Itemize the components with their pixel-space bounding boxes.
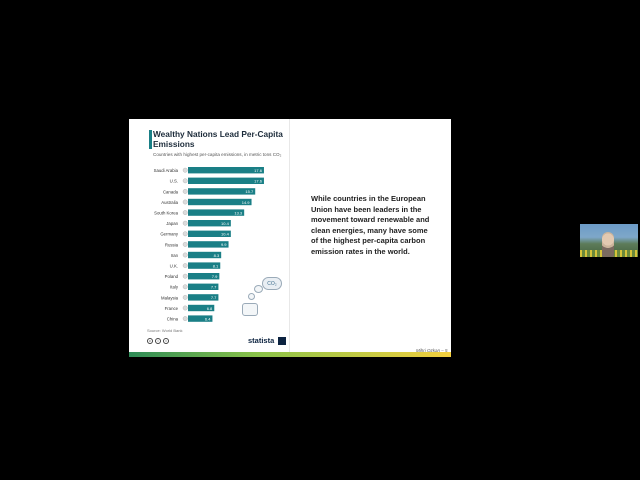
flag-icon	[182, 252, 188, 258]
emission-bar	[188, 304, 215, 312]
value-label: 8.1	[213, 263, 219, 268]
value-label: 17.6	[254, 168, 263, 173]
infographic-subtitle: Countries with highest per-capita emissi…	[153, 152, 282, 157]
infographic-title: Wealthy Nations Lead Per-Capita Emission…	[153, 129, 283, 149]
presenter-video-icon	[602, 232, 614, 257]
emission-bar	[188, 283, 219, 290]
flag-icon	[182, 295, 188, 300]
emissions-bar-chart: Saudi Arabia 17.6 U.S. 17.6 Canada 15.7 Austra…	[154, 167, 264, 322]
country-label: Australia	[161, 200, 178, 205]
flag-icon	[182, 242, 188, 247]
infographic-panel: Wealthy Nations Lead Per-Capita Emission…	[129, 119, 290, 352]
flag-icon	[182, 263, 188, 268]
value-label: 7.7	[211, 295, 217, 300]
no-derivatives-icon: =	[163, 338, 169, 344]
presentation-slide: Wealthy Nations Lead Per-Capita Emission…	[129, 119, 451, 357]
value-label: 17.6	[254, 179, 263, 184]
country-label: Iran	[171, 253, 179, 258]
value-label: 10.4	[221, 232, 230, 237]
emission-bar	[188, 198, 252, 206]
factory-icon	[242, 303, 258, 316]
flag-icon	[182, 199, 188, 205]
emission-bar	[188, 230, 231, 237]
value-label: 8.3	[214, 253, 220, 258]
value-label: 10.4	[221, 221, 230, 226]
co2-label: CO₂	[267, 280, 277, 287]
value-label: 6.4	[205, 316, 211, 321]
emission-bar	[188, 209, 245, 216]
flag-icon	[182, 220, 188, 226]
value-label: 14.9	[242, 200, 251, 205]
co2-cloud-icon: CO₂	[262, 277, 282, 290]
license-icons: c i =	[147, 338, 169, 344]
value-label: 9.9	[221, 242, 227, 247]
smoke-puff-icon	[248, 293, 255, 300]
emission-bar	[188, 273, 220, 280]
smoke-puff-icon	[254, 285, 263, 293]
country-label: Saudi Arabia	[154, 168, 179, 173]
country-label: Malaysia	[161, 295, 179, 300]
webcam-thumbnail[interactable]	[580, 224, 638, 257]
flag-icon	[182, 305, 188, 311]
chart-source: Source: World Bank	[147, 328, 183, 333]
country-label: Japan	[166, 221, 178, 226]
country-label: U.K.	[170, 264, 178, 269]
emission-bar	[188, 241, 229, 248]
slide-body-text: While countries in the European Union ha…	[311, 194, 430, 256]
country-label: Italy	[170, 285, 179, 290]
flag-icon	[182, 210, 188, 215]
emission-bar	[188, 188, 256, 195]
emission-bar	[188, 167, 264, 174]
emission-bar	[188, 177, 264, 184]
country-label: China	[167, 317, 179, 322]
country-label: South Korea	[154, 211, 178, 216]
flag-icon	[182, 316, 188, 321]
emission-bar	[188, 251, 222, 259]
emission-bar	[188, 294, 219, 301]
creative-commons-icon: c	[147, 338, 153, 344]
value-label: 15.7	[245, 189, 254, 194]
emission-bar	[188, 315, 213, 322]
emission-bar	[188, 262, 221, 269]
statista-logo: statista	[248, 336, 275, 345]
flag-icon	[182, 284, 188, 290]
slide-footer: Mihri Ozkan – 5	[416, 348, 448, 353]
flag-icon	[182, 273, 188, 279]
slide-bottom-stripe	[129, 352, 451, 357]
flag-icon	[182, 167, 188, 173]
country-label: Poland	[165, 274, 179, 279]
value-label: 13.3	[234, 210, 243, 215]
flag-icon	[182, 189, 188, 194]
flag-icon	[182, 178, 188, 184]
flag-icon	[182, 231, 188, 237]
emission-bar	[188, 220, 231, 227]
country-label: Germany	[160, 232, 179, 237]
value-label: 7.7	[211, 285, 217, 290]
attribution-icon: i	[155, 338, 161, 344]
title-accent-bar	[149, 130, 152, 149]
value-label: 6.8	[207, 306, 213, 311]
country-label: U.S.	[170, 179, 178, 184]
value-label: 7.9	[212, 274, 218, 279]
country-label: Russia	[165, 242, 179, 247]
statista-logo-mark-icon	[278, 337, 286, 345]
country-label: Canada	[163, 189, 179, 194]
country-label: France	[165, 306, 179, 311]
